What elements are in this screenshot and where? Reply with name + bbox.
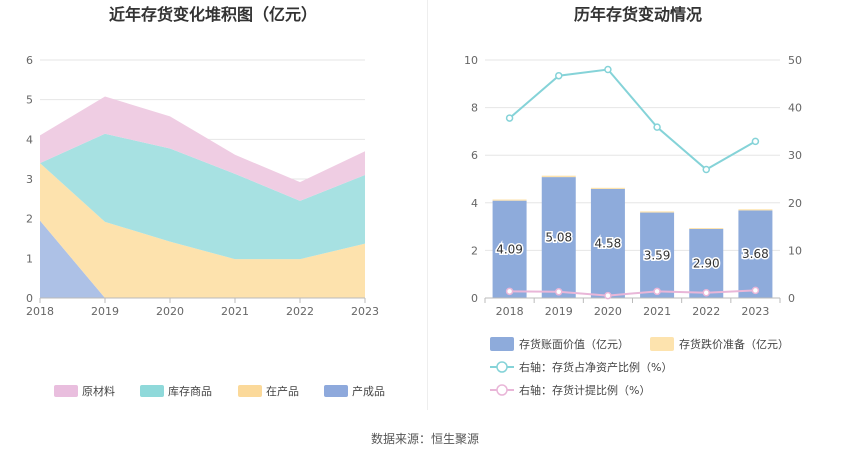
right-x-tick-label: 2019 [545, 305, 573, 318]
left-x-tick-label: 2021 [221, 305, 249, 318]
line-point-1-2023 [751, 286, 760, 295]
left-axis-tick-label: 0 [471, 292, 478, 305]
left-x-tick-label: 2023 [351, 305, 379, 318]
data-source: 数据来源：恒生聚源 [370, 432, 479, 446]
left-legend-label-0: 原材料 [82, 384, 115, 398]
left-y-tick-label: 2 [26, 213, 33, 226]
left-chart-title: 近年存货变化堆积图（亿元） [109, 5, 317, 24]
left-x-tick-label: 2020 [156, 305, 184, 318]
right-x-tick-label: 2020 [594, 305, 622, 318]
bar-2018 [492, 200, 527, 298]
left-legend-label-3: 产成品 [352, 384, 385, 398]
right-axis-tick-label: 0 [788, 292, 795, 305]
line-series-0 [508, 68, 756, 171]
left-y-tick-label: 4 [26, 133, 33, 146]
bar-stack-2020 [590, 187, 625, 189]
left-x-tick-label: 2019 [91, 305, 119, 318]
area-series-3 [40, 96, 365, 201]
line-point-0-2018 [505, 114, 514, 122]
bar-value-label: 2.90 [693, 256, 720, 270]
left-legend-label-2: 在产品 [266, 384, 299, 398]
right-chart-title: 历年存货变动情况 [574, 5, 702, 24]
line-point-0-2021 [653, 123, 661, 131]
area-series-0 [40, 220, 365, 298]
line-point-1-2022 [702, 289, 710, 297]
right-legend-label-line-0: 右轴：存货占净资产比例（%） [519, 360, 672, 374]
right-axis-tick-label: 40 [788, 102, 802, 115]
right-legend-marker-1 [496, 384, 508, 396]
left-legend-label-1: 库存商品 [168, 384, 212, 398]
bar-stack-2023 [738, 209, 773, 211]
left-y-tick-label: 1 [26, 252, 33, 265]
left-axis-tick-label: 4 [471, 197, 478, 210]
right-legend-swatch-bar [490, 337, 514, 351]
left-legend-swatch-3 [324, 385, 348, 397]
left-legend-swatch-1 [140, 385, 164, 397]
right-x-tick-label: 2018 [496, 305, 524, 318]
bar-value-label: 4.58 [595, 236, 622, 250]
right-legend-label-stack: 存货跌价准备（亿元） [679, 337, 789, 351]
line-point-0-2022 [702, 165, 710, 174]
area-series-2 [40, 133, 365, 260]
left-y-tick-label: 6 [26, 54, 33, 67]
left-axis-tick-label: 2 [471, 244, 478, 257]
line-point-1-2018 [505, 287, 514, 296]
line-point-1-2021 [653, 287, 661, 296]
bar-2023 [738, 210, 773, 298]
left-y-tick-label: 0 [26, 292, 33, 305]
line-point-0-2019 [555, 71, 563, 80]
line-point-0-2023 [751, 137, 760, 146]
line-point-1-2019 [555, 288, 563, 296]
bar-stack-2019 [541, 175, 576, 178]
left-x-tick-label: 2018 [26, 305, 54, 318]
bar-value-label: 3.59 [644, 248, 671, 262]
right-legend-label-line-1: 右轴：存货计提比例（%） [519, 383, 650, 397]
left-legend-swatch-0 [54, 385, 78, 397]
area-series-1 [40, 163, 365, 298]
left-axis-tick-label: 8 [471, 102, 478, 115]
right-axis-tick-label: 50 [788, 54, 802, 67]
right-axis-tick-label: 20 [788, 197, 802, 210]
bar-2019 [541, 177, 576, 298]
bar-2021 [640, 212, 675, 298]
right-legend-swatch-stack [650, 337, 674, 351]
bar-stack-2021 [640, 211, 675, 213]
right-x-tick-label: 2022 [692, 305, 720, 318]
left-y-tick-label: 3 [26, 173, 33, 186]
right-x-tick-label: 2021 [643, 305, 671, 318]
left-legend-swatch-2 [238, 385, 262, 397]
right-legend-label-bar: 存货账面价值（亿元） [519, 337, 629, 351]
panel-divider [427, 0, 428, 410]
bar-value-label: 4.09 [496, 242, 523, 256]
bar-value-label: 3.68 [742, 247, 769, 261]
right-axis-tick-label: 10 [788, 244, 802, 257]
left-axis-tick-label: 10 [464, 54, 478, 67]
left-x-tick-label: 2022 [286, 305, 314, 318]
left-y-tick-label: 5 [26, 94, 33, 107]
bar-2022 [689, 228, 724, 298]
right-x-tick-label: 2023 [741, 305, 769, 318]
right-axis-tick-label: 30 [788, 149, 802, 162]
bar-stack-2018 [492, 199, 527, 201]
bar-stack-2022 [689, 228, 724, 229]
left-axis-tick-label: 6 [471, 149, 478, 162]
line-series-1 [509, 289, 756, 297]
bar-value-label: 5.08 [545, 231, 572, 245]
right-legend-marker-0 [496, 361, 508, 373]
line-point-0-2020 [604, 65, 612, 74]
bar-2020 [590, 188, 625, 298]
line-point-1-2020 [604, 291, 612, 300]
